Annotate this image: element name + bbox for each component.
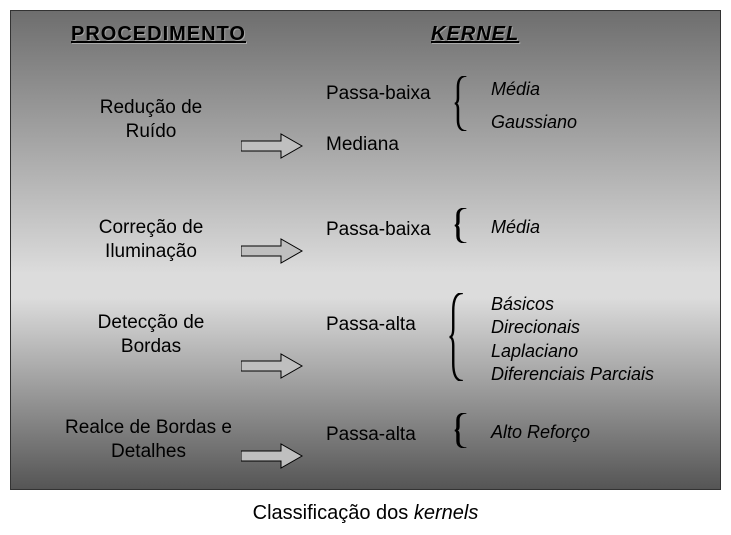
sub-item: Laplaciano xyxy=(491,340,654,363)
caption-prefix: Classificação dos xyxy=(253,502,414,524)
sub-list: Alto Reforço xyxy=(491,421,590,444)
sub-item: Diferenciais Parciais xyxy=(491,363,654,386)
arrow-icon xyxy=(241,353,303,379)
sub-item: Média xyxy=(491,78,577,101)
row-correcao-iluminacao: Correção deIluminação Passa-baixa Média xyxy=(11,226,720,276)
brace-icon xyxy=(455,208,472,243)
diagram-box: PROCEDIMENTO KERNEL Redução deRuído Pass… xyxy=(10,10,721,490)
header-kernel: KERNEL xyxy=(431,23,519,46)
sub-item: Gaussiano xyxy=(491,111,577,134)
sub-item: Média xyxy=(491,216,540,239)
row-deteccao-bordas: Detecção deBordas Passa-alta Básicos Dir… xyxy=(11,321,720,411)
procedure-label: Realce de Bordas eDetalhes xyxy=(51,416,246,464)
kernel-item: Mediana xyxy=(326,131,486,160)
procedure-label: Redução deRuído xyxy=(66,96,236,144)
brace-icon xyxy=(449,293,468,381)
arrow-icon xyxy=(241,133,303,159)
sub-list: Média xyxy=(491,216,540,239)
caption: Classificação dos kernels xyxy=(10,502,721,525)
procedure-label: Correção deIluminação xyxy=(66,216,236,264)
sub-item: Direcionais xyxy=(491,316,654,339)
header-procedimento: PROCEDIMENTO xyxy=(71,23,246,46)
brace-icon xyxy=(455,76,472,131)
sub-list: Básicos Direcionais Laplaciano Diferenci… xyxy=(491,293,654,387)
diagram-wrapper: PROCEDIMENTO KERNEL Redução deRuído Pass… xyxy=(0,0,731,535)
row-realce-bordas: Realce de Bordas eDetalhes Passa-alta Al… xyxy=(11,431,720,481)
caption-italic: kernels xyxy=(414,502,478,524)
procedure-label: Detecção deBordas xyxy=(66,311,236,359)
sub-list: Média Gaussiano xyxy=(491,78,577,135)
brace-icon xyxy=(455,413,472,448)
row-reducao-ruido: Redução deRuído Passa-baixa Mediana Médi… xyxy=(11,106,720,186)
arrow-icon xyxy=(241,443,303,469)
arrow-icon xyxy=(241,238,303,264)
sub-item: Básicos xyxy=(491,293,654,316)
sub-item: Alto Reforço xyxy=(491,421,590,444)
